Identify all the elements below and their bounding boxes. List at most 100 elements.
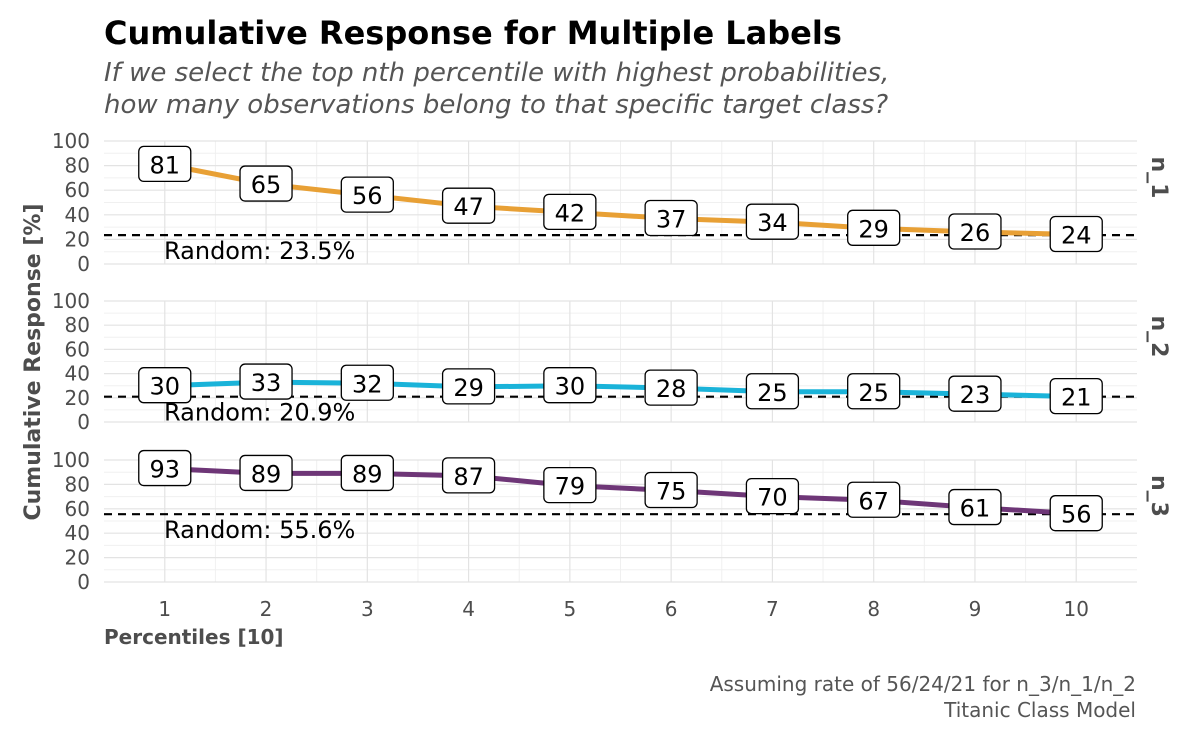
- series-line-n_3: [162, 466, 1079, 517]
- x-tick-label: 2: [260, 597, 273, 621]
- y-tick-label: 60: [65, 337, 90, 361]
- data-label-box: [543, 193, 597, 230]
- data-label: 89: [352, 460, 383, 488]
- y-tick-label: 40: [65, 521, 90, 545]
- y-tick-label: 0: [77, 252, 90, 276]
- y-tick-label: 60: [65, 178, 90, 202]
- data-label-box: [745, 373, 800, 410]
- data-label: 79: [555, 473, 586, 501]
- data-label-box: [745, 477, 800, 515]
- y-tick-label: 20: [65, 546, 90, 570]
- data-label-box: [239, 454, 293, 492]
- data-label-box: [948, 213, 1002, 250]
- data-label: 42: [555, 199, 586, 227]
- random-baseline-label: Random: 20.9%: [164, 399, 355, 427]
- data-label: 30: [555, 373, 586, 401]
- data-label-box: [644, 471, 698, 509]
- y-tick-label: 100: [52, 448, 90, 472]
- y-tick-label: 0: [77, 410, 90, 434]
- data-label-box: [847, 481, 901, 518]
- y-tick-label: 20: [65, 386, 90, 410]
- x-tick-label: 4: [462, 597, 475, 621]
- chart-caption-line-2: Titanic Class Model: [944, 698, 1136, 722]
- x-tick-label: 10: [1064, 597, 1089, 621]
- chart-subtitle-line-1: If we select the top nth percentile with…: [104, 58, 890, 88]
- y-tick-label: 80: [65, 154, 90, 178]
- x-tick-label: 9: [969, 597, 982, 621]
- data-label: 89: [251, 460, 282, 488]
- data-label-box: [644, 199, 698, 237]
- data-label: 29: [858, 215, 889, 243]
- data-label-box: [239, 363, 293, 400]
- data-label-box: [138, 367, 192, 404]
- data-label-box: [745, 203, 800, 240]
- data-label: 61: [960, 495, 991, 523]
- x-tick-label: 3: [361, 597, 374, 621]
- data-label: 87: [453, 463, 484, 491]
- data-label: 75: [656, 478, 687, 506]
- data-label-box: [1049, 377, 1103, 415]
- data-label-box: [340, 176, 394, 213]
- facet-strip-label: n_2: [1146, 316, 1171, 358]
- x-axis-label: Percentiles [10]: [104, 625, 284, 649]
- data-label: 24: [1061, 221, 1092, 249]
- data-label: 29: [453, 374, 484, 402]
- data-label-box: [239, 165, 293, 202]
- data-label: 30: [149, 373, 180, 401]
- data-label: 33: [251, 369, 282, 397]
- data-label-box: [441, 368, 496, 405]
- x-tick-label: 1: [158, 597, 171, 621]
- data-label: 25: [858, 379, 889, 407]
- x-tick-label: 8: [867, 597, 880, 621]
- x-tick-label: 7: [766, 597, 779, 621]
- y-tick-label: 40: [65, 203, 90, 227]
- data-label: 32: [352, 370, 383, 398]
- y-tick-label: 80: [65, 313, 90, 337]
- data-label: 67: [858, 487, 889, 515]
- data-label: 65: [251, 171, 282, 199]
- data-label-box: [543, 466, 597, 504]
- data-label: 70: [757, 484, 788, 512]
- data-label-box: [441, 457, 496, 494]
- random-baseline-label: Random: 55.6%: [164, 516, 355, 544]
- y-tick-label: 100: [52, 129, 90, 153]
- data-label-box: [340, 364, 394, 401]
- facet-strip-label: n_3: [1146, 475, 1171, 517]
- data-label: 26: [960, 219, 991, 247]
- x-tick-label: 6: [665, 597, 678, 621]
- chart-caption-line-1: Assuming rate of 56/24/21 for n_3/n_1/n_…: [709, 672, 1136, 696]
- data-label-box: [847, 373, 901, 410]
- chart-title: Cumulative Response for Multiple Labels: [104, 14, 842, 52]
- y-tick-label: 80: [65, 472, 90, 496]
- y-tick-label: 0: [77, 570, 90, 594]
- data-label: 28: [656, 375, 687, 403]
- data-label: 81: [149, 151, 180, 179]
- series-line-n_1: [162, 161, 1079, 237]
- data-label-box: [847, 209, 901, 246]
- data-label: 23: [960, 381, 991, 409]
- data-label-box: [644, 369, 698, 406]
- chart-subtitle-line-2: how many observations belong to that spe…: [104, 90, 889, 120]
- data-label-box: [948, 375, 1002, 412]
- y-tick-label: 40: [65, 362, 90, 386]
- data-label: 56: [1061, 501, 1092, 529]
- y-tick-label: 60: [65, 497, 90, 521]
- data-label: 21: [1061, 384, 1092, 412]
- data-label-box: [138, 449, 192, 487]
- data-label-box: [138, 145, 192, 183]
- y-axis-label: Cumulative Response [%]: [21, 203, 46, 520]
- facet-strip-label: n_1: [1146, 157, 1171, 199]
- data-label: 56: [352, 182, 383, 210]
- data-label-box: [948, 488, 1002, 526]
- y-tick-label: 20: [65, 227, 90, 251]
- series-line-n_2: [162, 379, 1079, 400]
- random-baseline-label: Random: 23.5%: [164, 237, 355, 265]
- data-label-box: [1049, 215, 1103, 253]
- data-label-box: [1049, 495, 1103, 532]
- data-label: 34: [757, 209, 788, 237]
- y-tick-label: 100: [52, 289, 90, 313]
- data-label: 37: [656, 205, 687, 233]
- data-label: 25: [757, 379, 788, 407]
- data-label-box: [441, 187, 496, 224]
